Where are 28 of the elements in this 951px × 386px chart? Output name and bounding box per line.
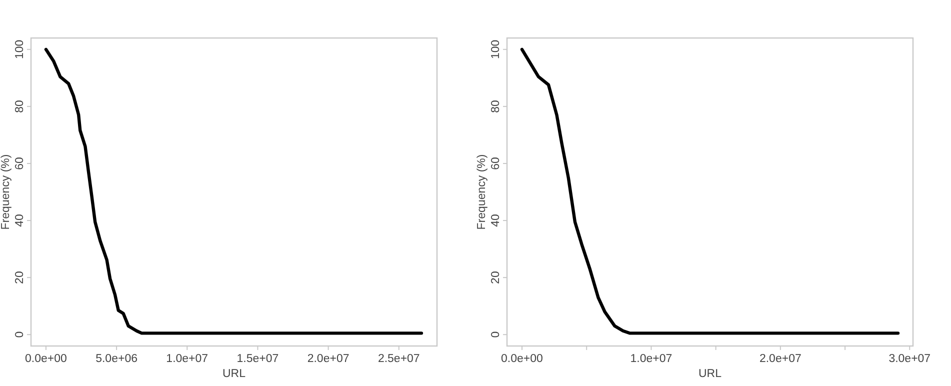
x-tick-label: 1.0e+07 bbox=[630, 353, 672, 365]
y-tick-label: 100 bbox=[490, 40, 502, 59]
y-tick-label: 100 bbox=[14, 40, 26, 59]
x-axis-title: URL bbox=[698, 368, 722, 380]
y-tick-label: 0 bbox=[14, 331, 26, 338]
x-tick-label: 0.0e+00 bbox=[25, 353, 67, 365]
y-tick-label: 80 bbox=[490, 100, 502, 113]
line-series bbox=[44, 48, 424, 335]
y-axis-title: Frequency (%) bbox=[476, 154, 488, 230]
x-tick-label: 3.0e+07 bbox=[888, 353, 931, 365]
y-axis-title: Frequency (%) bbox=[0, 154, 12, 230]
line-series bbox=[520, 48, 900, 335]
y-tick-label: 0 bbox=[490, 331, 502, 338]
x-tick-label: 2.0e+07 bbox=[307, 353, 350, 365]
y-tick-label: 40 bbox=[14, 214, 26, 227]
y-tick-label: 60 bbox=[14, 157, 26, 170]
x-tick-label: 2.5e+07 bbox=[378, 353, 420, 365]
y-tick-label: 20 bbox=[490, 271, 502, 284]
y-tick-label: 40 bbox=[490, 214, 502, 227]
x-tick-label: 1.5e+07 bbox=[236, 353, 279, 365]
x-tick-label: 1.0e+07 bbox=[166, 353, 208, 365]
y-tick-label: 20 bbox=[14, 271, 26, 284]
x-tick-label: 2.0e+07 bbox=[759, 353, 802, 365]
x-tick-label: 5.0e+06 bbox=[96, 353, 138, 365]
x-axis-title: URL bbox=[222, 368, 246, 380]
x-tick-label: 0.0e+00 bbox=[501, 353, 543, 365]
y-tick-label: 60 bbox=[490, 157, 502, 170]
y-tick-label: 80 bbox=[14, 100, 26, 113]
